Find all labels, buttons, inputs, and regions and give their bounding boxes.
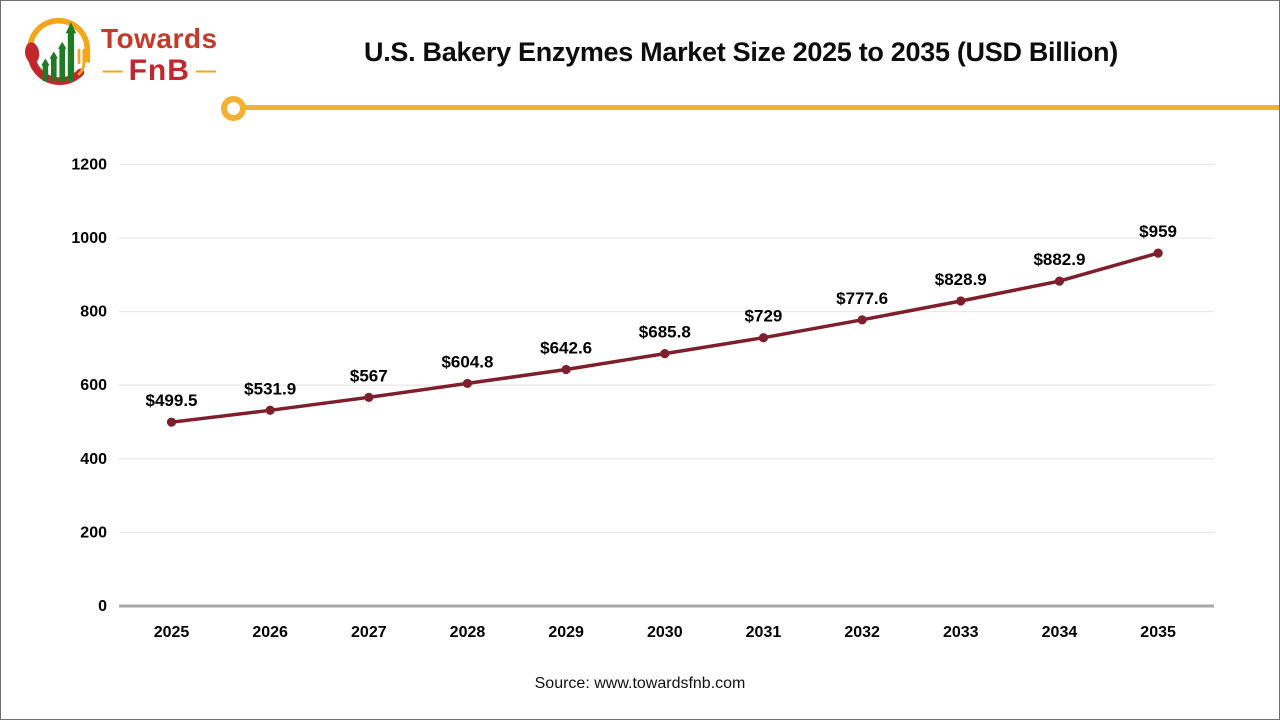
source-caption: Source: www.towardsfnb.com (534, 675, 746, 692)
data-label: $959 (1139, 222, 1177, 241)
y-tick-label: 400 (80, 451, 107, 468)
x-tick-label: 2034 (1042, 624, 1078, 641)
data-label: $642.6 (540, 339, 592, 358)
x-tick-label: 2027 (351, 624, 387, 641)
data-point (660, 349, 670, 359)
x-tick-label: 2030 (647, 624, 683, 641)
line-chart: 0 200 400 600 800 1000 1200 2025 2026 2027 2028 202… (71, 156, 1214, 641)
data-label: $685.8 (639, 323, 691, 342)
y-tick-label: 0 (98, 598, 107, 615)
divider-line (243, 105, 1279, 110)
y-tick-label: 800 (80, 304, 107, 321)
x-tick-label: 2035 (1140, 624, 1176, 641)
x-tick-label: 2026 (252, 624, 288, 641)
data-label: $531.9 (244, 379, 296, 398)
spoon-icon (25, 42, 40, 64)
x-tick-label: 2029 (548, 624, 584, 641)
data-point (857, 315, 867, 325)
logo-wordmark: Towards — FnB — (101, 22, 218, 87)
data-label: $828.9 (935, 270, 987, 289)
data-label: $499.5 (146, 391, 198, 410)
fork-icon (77, 48, 91, 76)
data-point (956, 296, 966, 306)
data-point (1153, 248, 1163, 258)
growth-bars-icon (41, 22, 77, 81)
data-label: $567 (350, 366, 388, 385)
towardsfnb-logo-icon (25, 17, 91, 86)
data-point (1054, 276, 1065, 286)
towardsfnb-logo: Towards — FnB — (23, 15, 218, 95)
chart-title: U.S. Bakery Enzymes Market Size 2025 to … (364, 37, 1118, 67)
data-label: $729 (745, 307, 783, 326)
data-point (758, 333, 769, 343)
data-point (166, 417, 177, 427)
y-tick-label: 600 (80, 377, 107, 394)
x-tick-label: 2033 (943, 624, 979, 641)
data-point (265, 405, 275, 415)
data-label: $604.8 (441, 352, 493, 371)
y-tick-label: 1200 (71, 156, 107, 173)
logo-dash-right: — (195, 59, 216, 82)
logo-word-fnb: FnB (128, 53, 190, 87)
y-tick-label: 200 (80, 524, 107, 541)
data-point (364, 392, 374, 402)
x-tick-label: 2025 (154, 624, 190, 641)
data-label: $777.6 (836, 289, 888, 308)
data-point (462, 378, 473, 389)
data-label: $882.9 (1033, 250, 1085, 269)
x-tick-label: 2031 (746, 624, 782, 641)
logo-dash-left: — (102, 59, 123, 82)
x-tick-label: 2028 (450, 624, 486, 641)
logo-word-towards: Towards (101, 22, 218, 54)
data-point (561, 364, 571, 375)
y-tick-label: 1000 (71, 230, 107, 247)
x-tick-label: 2032 (844, 624, 880, 641)
